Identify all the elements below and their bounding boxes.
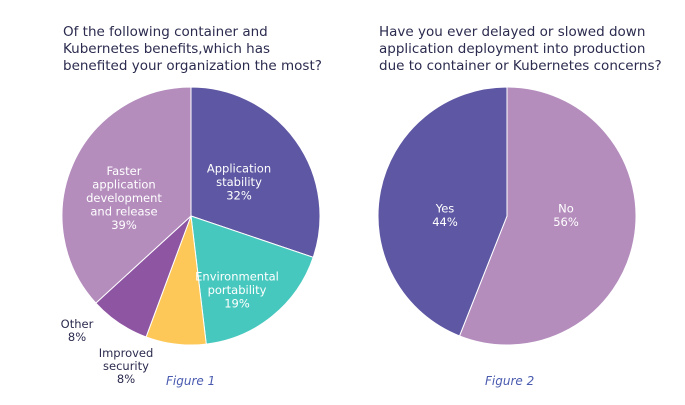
chart1-title-line: benefited your organization the most? — [63, 58, 322, 74]
slice-name-label: and release — [90, 205, 157, 219]
chart2-title-line: due to container or Kubernetes concerns? — [379, 58, 662, 74]
chart2-title: Have you ever delayed or slowed down app… — [379, 24, 662, 75]
slice-name-label: development — [86, 191, 162, 205]
pie-slice — [377, 86, 508, 337]
slice-value-label: 44% — [432, 215, 458, 229]
slice-value-label: 56% — [553, 215, 579, 229]
slice-name-label: portability — [208, 283, 267, 297]
improved-security-value: 8% — [116, 372, 136, 386]
other-slice-name: Other — [60, 317, 94, 331]
slice-name-label: Environmental — [195, 270, 279, 284]
chart1-title-line: Kubernetes benefits,which has — [63, 41, 271, 57]
slice-name-label: Faster — [107, 164, 142, 178]
chart2-title-line: Have you ever delayed or slowed down — [379, 24, 646, 40]
slice-name-label: Yes — [435, 201, 455, 215]
improved-security-name-line: Improved — [98, 346, 154, 360]
slice-name-label: stability — [216, 175, 262, 189]
improved-security-name-line: security — [103, 359, 149, 373]
improved-security-slice-label: Improved security 8% — [86, 347, 166, 386]
slice-name-label: No — [558, 201, 574, 215]
pie-slice — [190, 86, 321, 258]
other-slice-label: Other 8% — [52, 318, 102, 344]
slice-value-label: 39% — [111, 218, 137, 232]
figure-1-caption: Figure 1 — [166, 374, 216, 388]
slice-value-label: 19% — [224, 297, 250, 311]
slice-value-label: 32% — [226, 189, 252, 203]
pie-slice — [190, 215, 314, 345]
chart1-title-line: Of the following container and — [63, 24, 268, 40]
other-slice-value: 8% — [67, 330, 87, 344]
slice-name-label: application — [92, 178, 155, 192]
figure-2-caption: Figure 2 — [485, 374, 535, 388]
chart1-title: Of the following container and Kubernete… — [63, 24, 322, 75]
pie-slice — [458, 86, 637, 346]
chart2-title-line: application deployment into production — [379, 41, 646, 57]
pie-slice — [61, 86, 192, 304]
slice-name-label: Application — [207, 162, 271, 176]
